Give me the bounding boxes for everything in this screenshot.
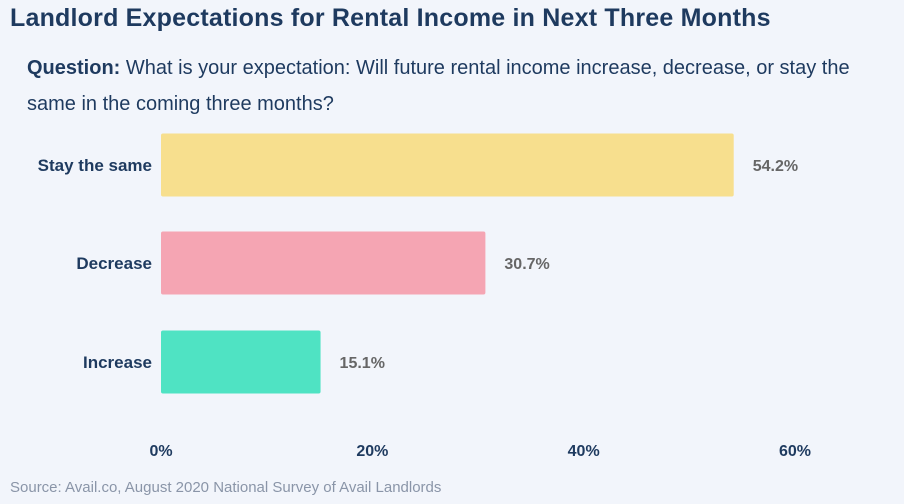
value-label: 15.1% [340, 355, 385, 372]
chart-title: Landlord Expectations for Rental Income … [10, 4, 771, 32]
value-label: 54.2% [753, 158, 798, 175]
bar [161, 231, 486, 295]
category-label: Decrease [76, 254, 152, 273]
category-label: Stay the same [38, 156, 152, 175]
x-tick-label: 60% [779, 443, 811, 460]
question-text: Question: What is your expectation: Will… [27, 50, 887, 122]
x-tick-label: 20% [356, 443, 388, 460]
bar-chart: Stay the same 54.2% Decrease 30.7% Increase 1… [38, 133, 811, 460]
question-label: Question: [27, 57, 121, 79]
x-tick-label: 40% [568, 443, 600, 460]
bar [161, 330, 321, 394]
category-label: Increase [83, 353, 152, 372]
bar [161, 133, 734, 197]
source-note: Source: Avail.co, August 2020 National S… [10, 479, 442, 496]
x-tick-label: 0% [149, 443, 172, 460]
question-body: What is your expectation: Will future re… [27, 57, 850, 115]
value-label: 30.7% [504, 256, 549, 273]
